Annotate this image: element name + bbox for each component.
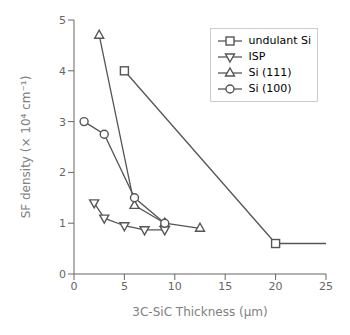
- svg-text:5: 5: [59, 14, 66, 27]
- svg-text:1: 1: [59, 217, 66, 230]
- svg-text:15: 15: [218, 280, 232, 293]
- svg-text:3: 3: [59, 116, 66, 129]
- html-text:ISP: ISP: [248, 50, 266, 63]
- html-text:Si (100): Si (100): [248, 82, 292, 95]
- html-text:undulant Si: undulant Si: [248, 34, 311, 47]
- svg-text:0: 0: [59, 268, 66, 281]
- svg-text:0: 0: [71, 280, 78, 293]
- svg-text:20: 20: [269, 280, 283, 293]
- svg-text:4: 4: [59, 65, 66, 78]
- svg-text:25: 25: [319, 280, 333, 293]
- svg-text:SF density (× 10⁴ cm⁻¹): SF density (× 10⁴ cm⁻¹): [19, 76, 33, 219]
- html-text:Si (111): Si (111): [248, 66, 292, 79]
- svg-text:3C-SiC Thickness (μm): 3C-SiC Thickness (μm): [132, 305, 267, 319]
- svg-text:10: 10: [168, 280, 182, 293]
- svg-text:2: 2: [59, 166, 66, 179]
- svg-text:5: 5: [121, 280, 128, 293]
